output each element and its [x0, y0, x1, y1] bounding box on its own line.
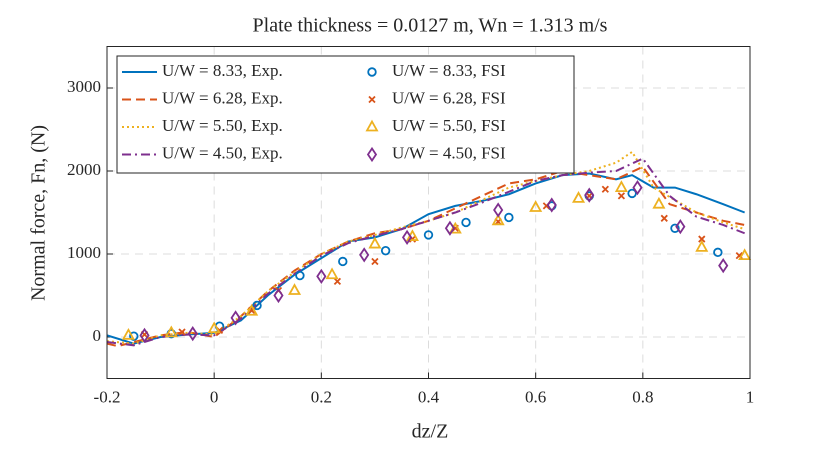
x-tick-label: 0.8 — [632, 387, 653, 406]
data-point — [675, 218, 686, 235]
data-point — [380, 245, 391, 256]
data-point — [273, 287, 284, 304]
data-point — [338, 256, 348, 267]
data-point — [614, 180, 628, 192]
legend-label: U/W = 5.50, FSI — [392, 116, 506, 135]
data-point — [187, 326, 198, 342]
legend-label: U/W = 6.28, FSI — [392, 88, 506, 107]
data-point — [371, 257, 379, 266]
data-point — [139, 327, 150, 343]
legend-label: U/W = 6.28, Exp. — [162, 88, 283, 107]
legend-swatch — [366, 146, 378, 163]
x-tick-label: 0.2 — [311, 387, 332, 406]
data-point — [423, 230, 434, 240]
data-point — [325, 267, 339, 280]
data-point — [529, 200, 543, 212]
data-point — [718, 257, 729, 274]
data-point — [288, 283, 302, 295]
y-tick-label: 1000 — [67, 243, 101, 262]
axes-box — [106, 46, 751, 379]
series-line — [107, 150, 745, 345]
x-tick-label: 0 — [210, 387, 219, 406]
y-axis-label: Normal force, Fn, (N) — [28, 125, 50, 301]
y-tick-label: 3000 — [67, 77, 101, 96]
data-point — [444, 220, 456, 236]
y-tick-label: 2000 — [67, 160, 101, 179]
series-line — [107, 157, 746, 347]
data-point — [632, 179, 643, 196]
data-point — [617, 192, 626, 200]
legend-label: U/W = 4.50, FSI — [392, 143, 506, 162]
data-point — [713, 247, 723, 258]
chart-title: Plate thickness = 0.0127 m, Wn = 1.313 m… — [253, 15, 608, 37]
legend-swatch — [365, 119, 379, 132]
x-tick-label: 0.4 — [418, 387, 440, 406]
legend-label: U/W = 4.50, Exp. — [162, 143, 283, 162]
legend-swatch — [368, 95, 376, 104]
data-point — [295, 270, 305, 281]
data-point — [461, 217, 471, 228]
data-point — [504, 212, 514, 223]
data-point — [698, 235, 706, 243]
data-point — [230, 310, 241, 326]
legend-label: U/W = 5.50, Exp. — [162, 116, 283, 135]
y-tick-label: 0 — [93, 326, 102, 345]
data-point — [401, 229, 413, 246]
data-point — [491, 213, 505, 226]
legend-label: U/W = 8.33, FSI — [392, 61, 506, 80]
data-point — [178, 328, 186, 336]
data-point — [164, 325, 178, 338]
data-point — [627, 188, 637, 199]
legend-box — [116, 55, 575, 174]
data-point — [660, 214, 668, 222]
data-point — [252, 300, 262, 311]
data-point — [738, 248, 752, 261]
data-point — [129, 331, 139, 341]
data-point — [245, 303, 259, 316]
x-tick-label: -0.2 — [94, 387, 121, 406]
data-point — [333, 277, 342, 286]
x-axis-label: dz/Z — [412, 421, 449, 443]
data-point — [546, 197, 557, 213]
data-point — [368, 236, 382, 249]
data-point — [493, 202, 504, 218]
x-tick-label: 0.6 — [525, 387, 546, 406]
data-point — [316, 268, 327, 285]
x-tick-label: 1 — [746, 387, 755, 406]
data-point — [584, 187, 595, 203]
data-point — [670, 223, 680, 233]
data-point — [207, 321, 221, 334]
data-point — [572, 191, 586, 203]
data-point — [652, 196, 666, 209]
data-point — [359, 247, 370, 263]
legend-label: U/W = 8.33, Exp. — [162, 61, 283, 80]
data-point — [695, 240, 709, 252]
data-point — [601, 185, 609, 193]
data-point — [121, 327, 135, 340]
legend-swatch — [367, 67, 377, 77]
